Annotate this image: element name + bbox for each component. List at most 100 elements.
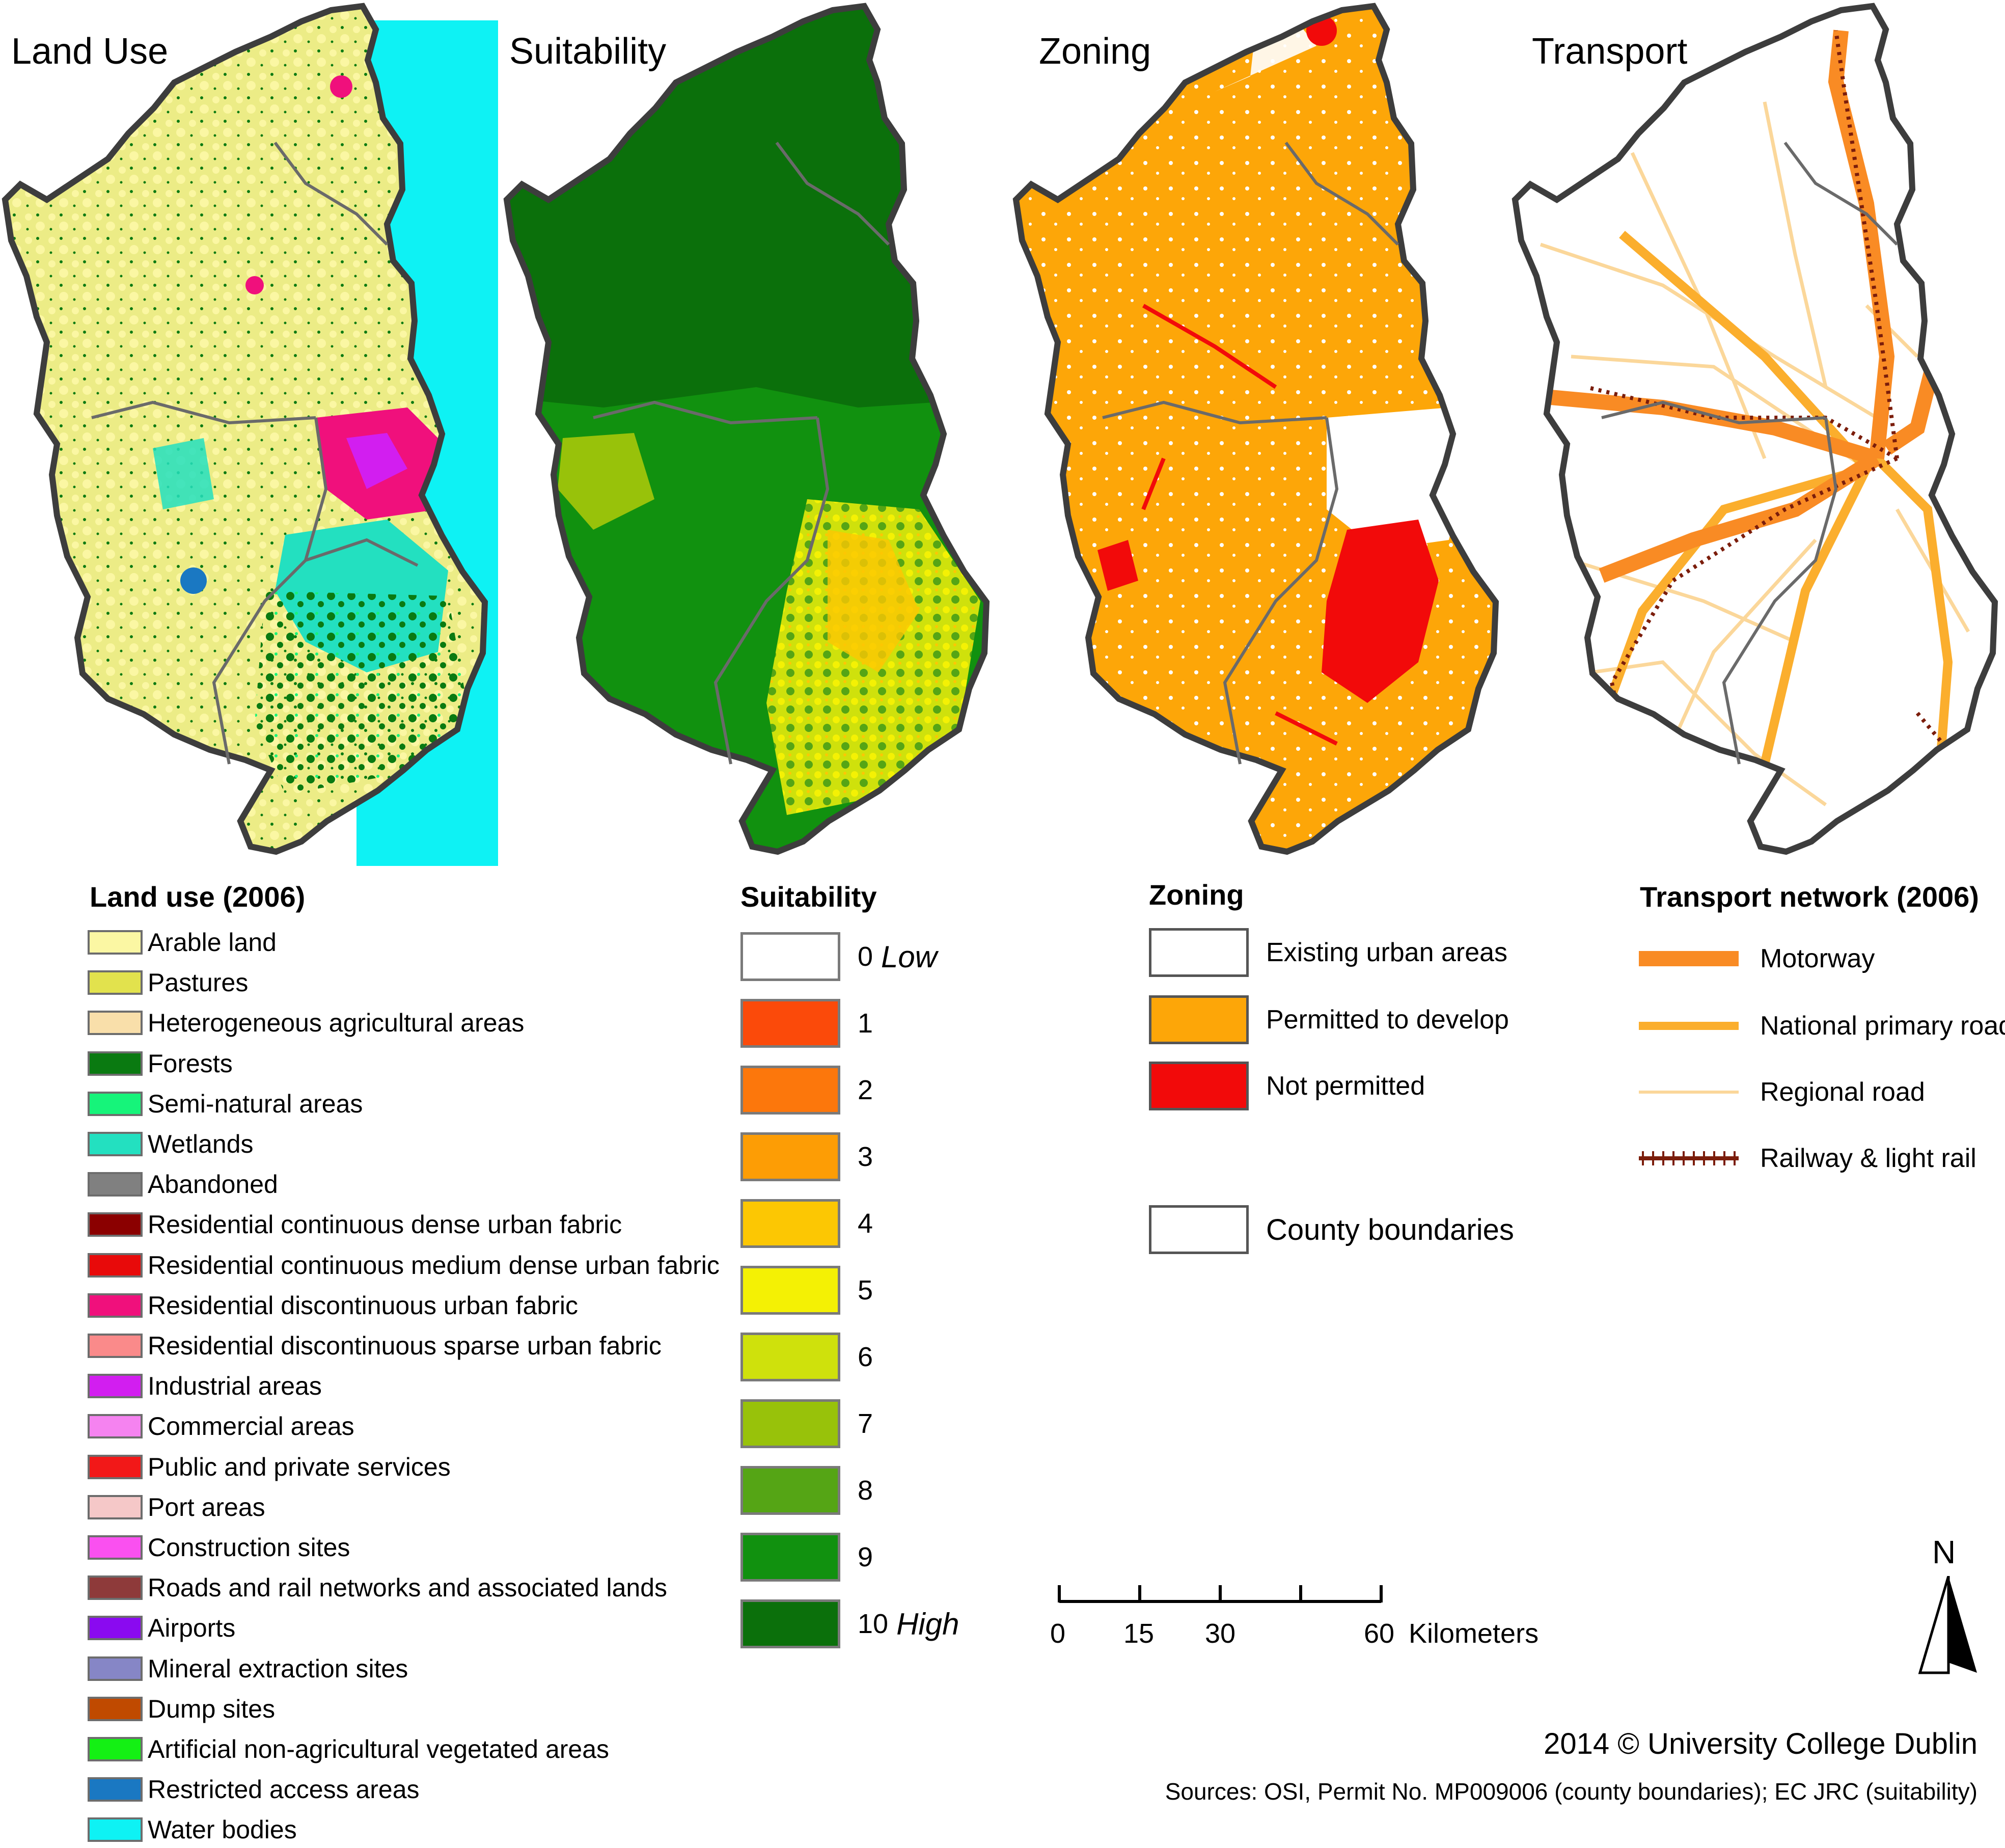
maps-panel xyxy=(0,0,2005,876)
land-use-legend-item: Forests xyxy=(88,1048,233,1079)
land-use-swatch xyxy=(88,1011,143,1036)
suitability-value: 4 xyxy=(858,1208,873,1239)
land-use-legend-item: Dump sites xyxy=(88,1694,275,1724)
suitability-swatch xyxy=(740,1333,840,1381)
land-use-legend-item: Residential discontinuous sparse urban f… xyxy=(88,1330,662,1361)
transport-legend-item: Railway & light rail xyxy=(1638,1143,1976,1174)
suitability-swatch xyxy=(740,999,840,1048)
transport-line-sample xyxy=(1639,1151,1739,1165)
transport-map-title: Transport xyxy=(1532,31,1688,72)
land-use-legend-item: Residential continuous medium dense urba… xyxy=(88,1250,720,1281)
suitability-legend-item: 9 xyxy=(740,1533,873,1582)
zoning-legend-title: Zoning xyxy=(1149,879,1244,911)
land-use-legend-item: Commercial areas xyxy=(88,1411,354,1442)
suitability-legend-item: 0 Low xyxy=(740,932,937,981)
land-use-legend-item: Restricted access areas xyxy=(88,1774,420,1805)
suitability-value: 10 xyxy=(858,1609,889,1639)
land-use-label: Heterogeneous agricultural areas xyxy=(148,1009,525,1038)
zoning-legend-item: Permitted to develop xyxy=(1149,995,1509,1044)
land-use-legend-item: Industrial areas xyxy=(88,1371,322,1401)
land-use-legend-item: Wetlands xyxy=(88,1129,254,1159)
land-use-label: Water bodies xyxy=(148,1815,297,1844)
suitability-value: 6 xyxy=(858,1342,873,1372)
land-use-label: Construction sites xyxy=(148,1533,350,1562)
land-use-label: Wetlands xyxy=(148,1130,254,1158)
land-use-swatch xyxy=(88,1575,143,1600)
land-use-label: Roads and rail networks and associated l… xyxy=(148,1573,668,1602)
land-use-label: Residential discontinuous urban fabric xyxy=(148,1291,578,1320)
zoning-swatch xyxy=(1149,928,1249,977)
county-boundaries-label: County boundaries xyxy=(1266,1213,1514,1246)
suitability-legend-item: 4 xyxy=(740,1199,873,1248)
land-use-swatch xyxy=(88,1334,143,1358)
land-use-swatch xyxy=(88,1777,143,1802)
scale-bar xyxy=(1058,1585,1383,1603)
suitability-swatch xyxy=(740,1599,840,1648)
suitability-value: 5 xyxy=(858,1275,873,1306)
land-use-legend-item: Public and private services xyxy=(88,1452,451,1482)
suitability-level-word: Low xyxy=(881,939,938,974)
land-use-label: Forests xyxy=(148,1049,233,1078)
land-use-label: Dump sites xyxy=(148,1694,276,1723)
land-use-label: Mineral extraction sites xyxy=(148,1654,408,1683)
national-primary-roads xyxy=(1597,231,1953,795)
land-use-legend-item: Residential continuous dense urban fabri… xyxy=(88,1209,622,1240)
land-use-legend-item: Port areas xyxy=(88,1492,265,1523)
land-use-swatch xyxy=(88,930,143,955)
transport-legend-item: Motorway xyxy=(1638,943,1875,974)
suitability-swatch xyxy=(740,1466,840,1515)
zoning-map xyxy=(1011,0,1520,876)
suitability-legend-item: 8 xyxy=(740,1466,873,1515)
land-use-swatch xyxy=(88,1696,143,1721)
suitability-swatch xyxy=(740,1266,840,1315)
land-use-legend-item: Mineral extraction sites xyxy=(88,1653,408,1684)
suitability-legend-item: 7 xyxy=(740,1399,873,1448)
land-use-label: Restricted access areas xyxy=(148,1775,420,1804)
zoning-label: Permitted to develop xyxy=(1266,1005,1509,1035)
land-use-legend-item: Heterogeneous agricultural areas xyxy=(88,1008,524,1038)
land-use-label: Arable land xyxy=(148,928,277,957)
suitability-swatch xyxy=(740,1132,840,1181)
scale-tick-60: 60 xyxy=(1364,1618,1395,1649)
suitability-swatch xyxy=(740,1199,840,1248)
land-use-swatch xyxy=(88,1656,143,1681)
suitability-level-word: High xyxy=(896,1607,959,1641)
scale-unit-label: Kilometers xyxy=(1409,1618,1539,1649)
land-use-swatch xyxy=(88,1414,143,1439)
not-permitted-zone xyxy=(1322,520,1439,703)
suitability-legend-item: 3 xyxy=(740,1132,873,1181)
zoning-map-title: Zoning xyxy=(1039,31,1151,72)
land-use-swatch xyxy=(88,1132,143,1156)
suitability-value: 2 xyxy=(858,1075,873,1105)
land-use-label: Pastures xyxy=(148,968,249,997)
land-use-legend-item: Artificial non-agricultural vegetated ar… xyxy=(88,1734,609,1764)
land-use-swatch xyxy=(88,1293,143,1318)
transport-map xyxy=(1515,6,1995,852)
land-use-label: Residential continuous dense urban fabri… xyxy=(148,1210,622,1239)
land-use-label: Airports xyxy=(148,1614,236,1643)
zoning-label: Existing urban areas xyxy=(1266,938,1508,967)
suitability-legend-item: 2 xyxy=(740,1066,873,1115)
land-use-swatch xyxy=(88,1212,143,1237)
land-use-swatch xyxy=(88,1051,143,1076)
land-use-map-title: Land Use xyxy=(11,31,169,72)
land-use-swatch xyxy=(88,1374,143,1399)
land-use-swatch xyxy=(88,1817,143,1842)
transport-line-sample xyxy=(1639,1091,1739,1094)
transport-label: Railway & light rail xyxy=(1760,1144,1976,1173)
urban-white-zone xyxy=(1327,407,1469,550)
suitability-swatch xyxy=(740,1066,840,1115)
land-use-swatch xyxy=(88,1494,143,1519)
suitability-map-title: Suitability xyxy=(509,31,667,72)
land-use-legend-item: Pastures xyxy=(88,967,248,998)
scale-tick-30: 30 xyxy=(1205,1618,1236,1649)
zoning-swatch xyxy=(1149,1062,1249,1110)
suitability-value: 1 xyxy=(858,1008,873,1039)
land-use-legend-item: Roads and rail networks and associated l… xyxy=(88,1572,667,1603)
transport-label: Motorway xyxy=(1760,944,1875,973)
suitability-value: 7 xyxy=(858,1408,873,1439)
suitability-swatch xyxy=(740,1399,840,1448)
county-boundaries-swatch xyxy=(1149,1205,1249,1254)
zoning-swatch xyxy=(1149,995,1249,1044)
